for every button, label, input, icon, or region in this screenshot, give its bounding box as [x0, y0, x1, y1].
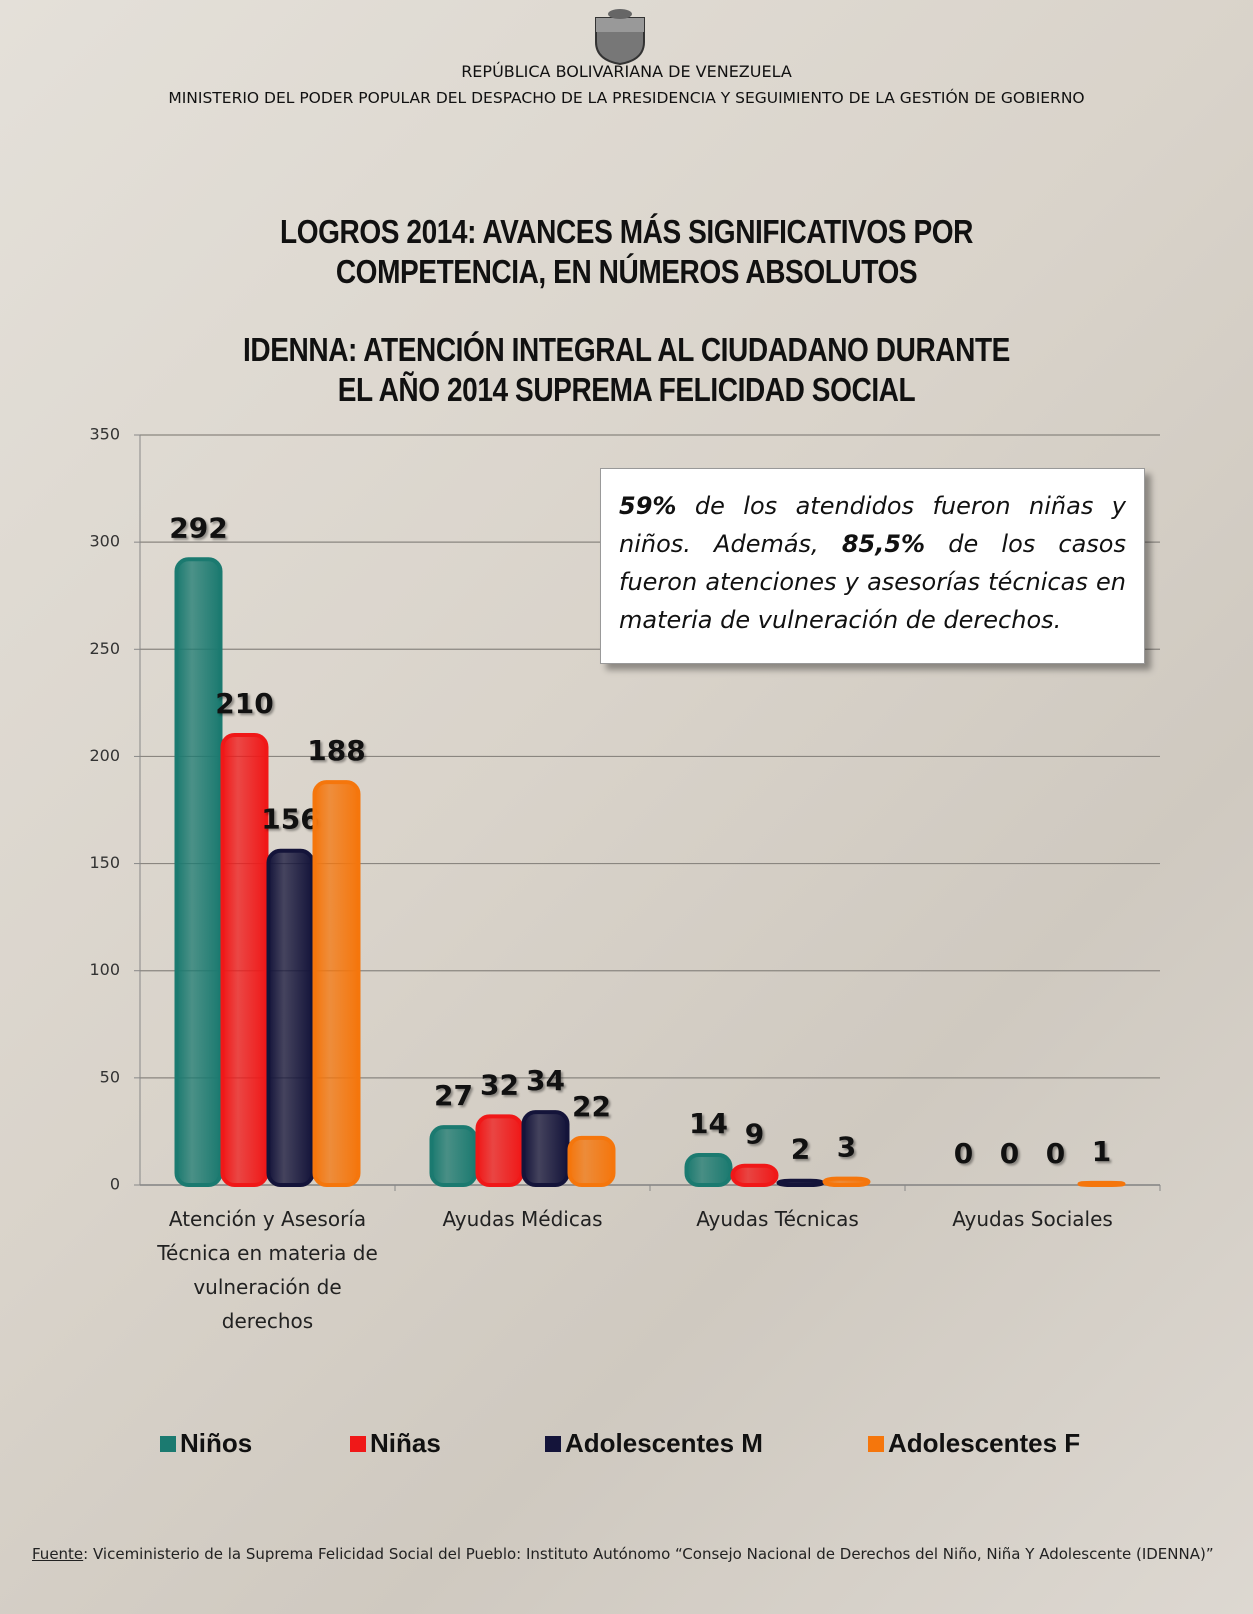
- y-tick-label: 350: [89, 425, 120, 444]
- source-label: Fuente: [32, 1545, 84, 1563]
- annotation-part: de los casos fueron atenciones y asesorí…: [619, 530, 1126, 634]
- annotation-part: de los atendidos fueron niñas y niños. A…: [619, 492, 1126, 558]
- bar: [521, 1110, 570, 1187]
- y-tick-label: 150: [89, 853, 120, 872]
- legend-label: Niños: [180, 1428, 253, 1458]
- source-text: : Viceministerio de la Suprema Felicidad…: [83, 1545, 1214, 1563]
- value-label: 2: [791, 1133, 810, 1166]
- legend-item: Niños: [160, 1428, 252, 1459]
- value-label: 0: [1000, 1137, 1019, 1170]
- value-label: 22: [572, 1090, 611, 1123]
- legend-item: Adolescentes M: [545, 1428, 763, 1459]
- bar: [174, 557, 223, 1187]
- annotation-part: 59%: [619, 492, 677, 520]
- y-tick-label: 0: [110, 1175, 120, 1194]
- chart-subtitle: IDENNA: ATENCIÓN INTEGRAL AL CIUDADANO D…: [243, 331, 1010, 408]
- y-tick-label: 250: [89, 639, 120, 658]
- value-label: 210: [215, 687, 273, 720]
- legend-swatch: [868, 1435, 884, 1452]
- value-label: 0: [1046, 1137, 1065, 1170]
- value-label: 9: [745, 1118, 764, 1151]
- chart-title: LOGROS 2014: AVANCES MÁS SIGNIFICATIVOS …: [280, 213, 973, 290]
- coat-of-arms: [595, 9, 645, 66]
- legend-item: Niñas: [350, 1428, 441, 1459]
- bar: [220, 733, 269, 1187]
- y-tick-label: 50: [100, 1067, 120, 1086]
- legend-swatch: [350, 1435, 366, 1452]
- bar: [312, 780, 361, 1188]
- legend-label: Niñas: [370, 1428, 441, 1458]
- bar: [429, 1125, 478, 1187]
- bar: [822, 1176, 871, 1187]
- bar: [266, 848, 315, 1187]
- bar: [684, 1153, 733, 1187]
- legend-swatch: [545, 1435, 561, 1452]
- annotation: 59% de los atendidos fueron niñas y niño…: [600, 468, 1145, 664]
- bar: [475, 1114, 524, 1188]
- legend-label: Adolescentes F: [888, 1428, 1081, 1458]
- ministry: MINISTERIO DEL PODER POPULAR DEL DESPACH…: [168, 89, 1085, 107]
- legend-item: Adolescentes F: [868, 1428, 1080, 1459]
- value-label: 1: [1092, 1135, 1111, 1168]
- value-label: 34: [526, 1064, 565, 1097]
- x-tick-label: Atención y Asesoría Técnica en materia d…: [157, 1207, 378, 1333]
- source: Fuente: Viceministerio de la Suprema Fel…: [32, 1543, 1222, 1565]
- value-label: 188: [307, 734, 365, 767]
- y-tick-label: 300: [89, 532, 120, 551]
- value-label: 3: [837, 1131, 856, 1164]
- bar: [1077, 1180, 1126, 1188]
- x-tick-label: Ayudas Técnicas: [696, 1207, 859, 1231]
- x-tick-label: Ayudas Sociales: [952, 1207, 1113, 1231]
- country: REPÚBLICA BOLIVARIANA DE VENEZUELA: [461, 62, 792, 81]
- value-label: 14: [689, 1107, 728, 1140]
- y-tick-label: 100: [89, 960, 120, 979]
- legend-label: Adolescentes M: [565, 1428, 763, 1458]
- value-label: 292: [169, 511, 227, 544]
- value-label: 156: [261, 803, 319, 836]
- y-tick-label: 200: [89, 746, 120, 765]
- annotation-part: 85,5%: [841, 530, 926, 558]
- x-tick-label: Ayudas Médicas: [442, 1207, 603, 1231]
- bar: [730, 1163, 779, 1187]
- legend-swatch: [160, 1435, 176, 1452]
- value-label: 32: [480, 1068, 519, 1101]
- bar: [567, 1135, 616, 1188]
- bar: [776, 1178, 825, 1187]
- value-label: 0: [954, 1137, 973, 1170]
- value-label: 27: [434, 1079, 473, 1112]
- legend: Niños Niñas Adolescentes M Adolescentes F: [0, 1428, 1253, 1464]
